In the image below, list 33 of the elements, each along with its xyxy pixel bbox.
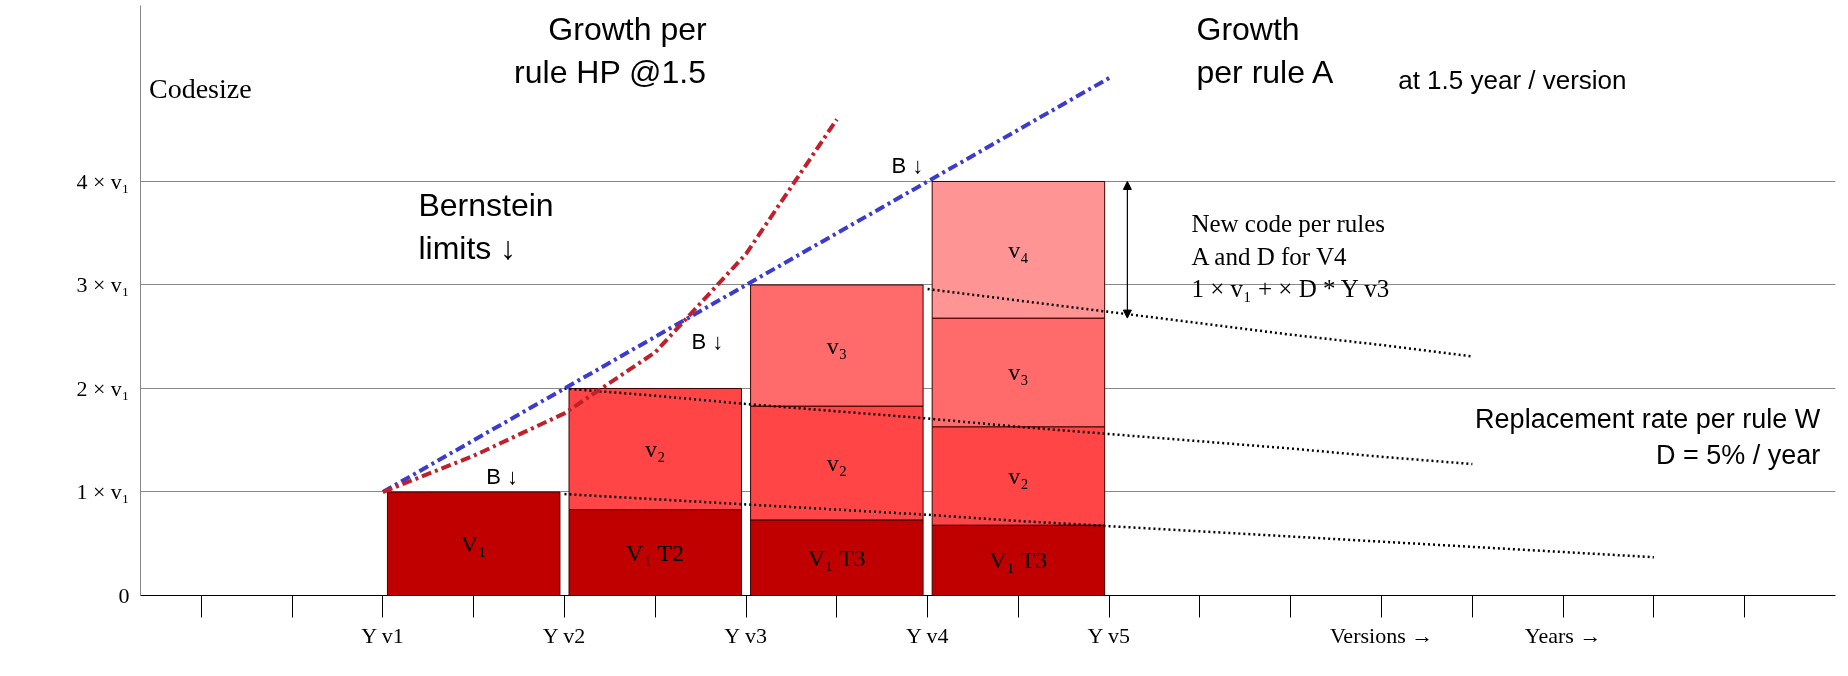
annotation: Growth per rule A	[1196, 10, 1335, 91]
data-label: v₂	[645, 436, 666, 463]
data-label: V₁	[460, 530, 487, 557]
data-label: v₂	[826, 450, 848, 477]
x-tick-label: Y v3	[724, 622, 767, 648]
x-tick-label: Y v5	[1087, 622, 1131, 648]
annotation: B ↓	[691, 329, 724, 355]
data-label: V₁ T2	[626, 539, 685, 566]
data-label: V₁ T3	[807, 544, 866, 571]
y-axis-title: Codesize	[148, 72, 252, 104]
annotation: B ↓	[486, 463, 519, 489]
y-tick-label: 4 × v₁	[76, 168, 130, 194]
data-label: v₂	[1008, 462, 1029, 489]
x-tick-label: Y v1	[361, 622, 404, 648]
y-tick-label: 0	[118, 583, 130, 608]
annotation: Growth per rule HP @1.5	[514, 10, 707, 91]
bar	[386, 491, 561, 596]
data-label: v₃	[826, 332, 848, 359]
data-label: v₄	[1008, 236, 1029, 263]
annotation: Replacement rate per rule W D = 5% / year	[1475, 403, 1821, 470]
x-tick-label: Years →	[1524, 622, 1602, 648]
data-label: v₃	[1008, 359, 1029, 386]
y-tick-label: 1 × v₁	[76, 479, 130, 505]
x-tick-label: Y v4	[905, 622, 949, 648]
y-tick-label: 3 × v₁	[76, 272, 130, 298]
x-tick-label: Y v2	[542, 622, 586, 648]
data-label: V₁ T3	[989, 547, 1048, 574]
y-tick-label: 2 × v₁	[76, 375, 130, 401]
annotation: New code per rules A and D for V4 1 × v₁ + × D * Y v3	[1191, 210, 1390, 303]
annotation: B ↓	[891, 153, 924, 179]
annotation: at 1.5 year / version	[1398, 64, 1627, 95]
annotation: Bernstein limits ↓	[418, 186, 554, 266]
x-tick-label: Versions →	[1329, 622, 1434, 648]
